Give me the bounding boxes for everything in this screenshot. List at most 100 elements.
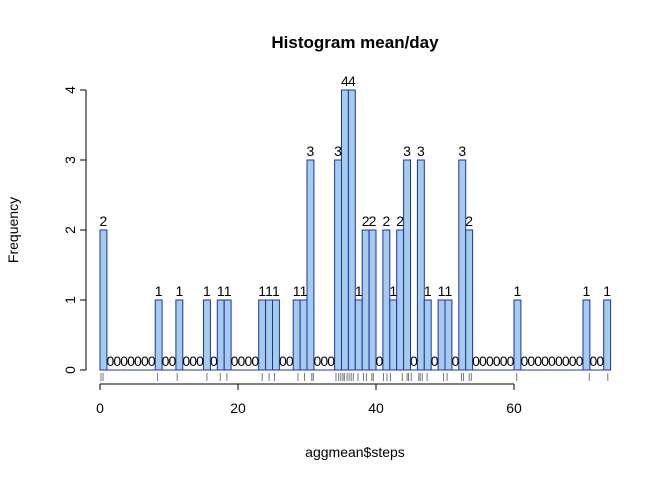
histogram-bar — [368, 229, 377, 371]
bar-count-label: 0 — [327, 353, 335, 369]
bar-count-label: 0 — [562, 353, 570, 369]
bar-count-label: 1 — [355, 283, 363, 299]
bar-count-label: 1 — [155, 283, 163, 299]
bar-count-label: 1 — [514, 283, 522, 299]
bar-count-label: 0 — [141, 353, 149, 369]
bar-count-label: 0 — [376, 353, 384, 369]
bar-count-label: 2 — [396, 213, 404, 229]
histogram-bar — [216, 299, 225, 371]
histogram-bar — [396, 229, 405, 371]
bar-count-label: 0 — [120, 353, 128, 369]
x-tick-label: 0 — [96, 400, 104, 416]
bar-count-label: 0 — [548, 353, 556, 369]
histogram-bar — [582, 299, 591, 371]
bar-count-label: 0 — [313, 353, 321, 369]
rug-marks — [100, 373, 609, 381]
bar-count-label: 0 — [431, 353, 439, 369]
bar-count-label: 3 — [403, 143, 411, 159]
bar-count-label: 0 — [486, 353, 494, 369]
bar-count-label: 0 — [541, 353, 549, 369]
bar-count-label: 1 — [224, 283, 232, 299]
x-axis-label: aggmean$steps — [305, 444, 405, 460]
y-tick-label: 4 — [62, 86, 78, 94]
bar-count-label: 0 — [196, 353, 204, 369]
bar-count-label: 0 — [210, 353, 218, 369]
histogram-bar — [361, 229, 370, 371]
bar-count-label: 3 — [417, 143, 425, 159]
bar-count-label: 0 — [589, 353, 597, 369]
x-tick-label: 20 — [230, 400, 246, 416]
y-tick-label: 1 — [62, 296, 78, 304]
bar-count-label: 1 — [217, 283, 225, 299]
bar-count-label: 1 — [203, 283, 211, 299]
bar-count-label: 2 — [362, 213, 370, 229]
bar-count-label: 0 — [451, 353, 459, 369]
histogram-bar — [203, 299, 211, 371]
histogram-bar — [175, 299, 184, 371]
bar-count-label: 0 — [279, 353, 287, 369]
histogram-bar — [347, 89, 356, 371]
histogram-bar — [299, 299, 308, 371]
bar-count-label: 2 — [100, 213, 108, 229]
histogram-bar — [99, 229, 108, 371]
bar-count-label: 3 — [334, 143, 342, 159]
bar-count-label: 4 — [348, 73, 356, 89]
y-axis: 0 1 2 3 4 — [62, 86, 87, 374]
bar-count-label: 0 — [569, 353, 577, 369]
histogram-bar — [437, 299, 446, 371]
bar-count-label: 0 — [182, 353, 190, 369]
y-tick-label: 2 — [62, 226, 78, 234]
bar-count-label: 0 — [113, 353, 121, 369]
bar-count-label: 2 — [382, 213, 390, 229]
histogram-bar — [416, 159, 425, 371]
histogram-bar — [292, 299, 301, 371]
histogram-bar — [423, 299, 432, 371]
histogram-bar — [465, 229, 474, 371]
bar-count-label: 0 — [410, 353, 418, 369]
x-tick-label: 40 — [368, 400, 384, 416]
bar-count-label: 3 — [458, 143, 466, 159]
histogram-bar — [341, 89, 349, 371]
histogram-bar — [389, 299, 398, 371]
histogram-bar — [458, 159, 467, 371]
bar-count-label: 1 — [175, 283, 183, 299]
histogram-bar — [382, 229, 391, 371]
bar-count-label: 0 — [106, 353, 114, 369]
histogram-bar — [223, 299, 232, 371]
bar-count-label: 0 — [500, 353, 508, 369]
bar-count-label: 1 — [265, 283, 273, 299]
histogram-bar — [354, 299, 363, 371]
bar-count-label: 1 — [438, 283, 446, 299]
bar-count-label: 0 — [493, 353, 501, 369]
chart-title: Histogram mean/day — [271, 33, 439, 52]
x-tick-label: 60 — [506, 400, 522, 416]
y-tick-label: 0 — [62, 366, 78, 374]
bar-count-label: 2 — [465, 213, 473, 229]
bar-count-label: 0 — [134, 353, 142, 369]
histogram-bar — [444, 299, 453, 371]
bar-count-label: 0 — [596, 353, 604, 369]
bar-count-label: 1 — [389, 283, 397, 299]
bar-count-label: 1 — [583, 283, 591, 299]
bars-group — [99, 89, 612, 371]
bar-count-label: 2 — [369, 213, 377, 229]
bar-count-label: 1 — [293, 283, 301, 299]
bar-count-label: 1 — [258, 283, 266, 299]
bar-count-label: 0 — [527, 353, 535, 369]
bar-count-label: 0 — [244, 353, 252, 369]
histogram-bar — [272, 299, 280, 371]
bar-count-label: 0 — [162, 353, 170, 369]
bar-count-label: 0 — [320, 353, 328, 369]
bar-count-label: 0 — [127, 353, 135, 369]
bar-count-label: 3 — [307, 143, 315, 159]
bar-count-label: 0 — [148, 353, 156, 369]
bar-count-label: 0 — [231, 353, 239, 369]
bar-count-label: 0 — [169, 353, 177, 369]
bar-count-label: 0 — [479, 353, 487, 369]
bar-count-label: 1 — [272, 283, 280, 299]
bar-count-label: 0 — [472, 353, 480, 369]
histogram-bar — [258, 299, 267, 371]
bar-count-label: 1 — [603, 283, 611, 299]
